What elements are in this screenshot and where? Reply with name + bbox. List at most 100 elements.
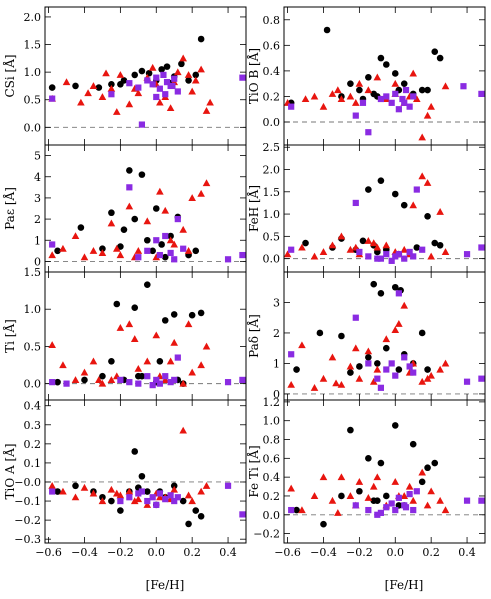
data-point-triangle	[89, 357, 98, 365]
data-point-circle	[197, 35, 205, 43]
data-point-square	[478, 497, 485, 504]
data-point-circle	[170, 482, 178, 490]
data-point-circle	[126, 167, 133, 174]
data-point-square	[144, 247, 151, 254]
data-point-circle	[418, 86, 426, 94]
data-point-triangle	[152, 253, 161, 261]
data-point-triangle	[391, 326, 400, 333]
data-point-circle	[391, 190, 399, 198]
data-point-circle	[391, 283, 399, 291]
data-point-triangle	[148, 63, 157, 71]
x-tick-label: 0.4	[458, 546, 476, 559]
data-point-square	[395, 494, 402, 501]
y-tick-label: 1.0	[263, 415, 281, 428]
y-tick-label: 0.0	[263, 116, 281, 129]
data-point-square	[463, 251, 471, 258]
data-point-circle	[359, 237, 367, 245]
data-point-square	[377, 384, 385, 391]
data-point-circle	[424, 366, 431, 373]
data-point-triangle	[112, 244, 121, 252]
data-point-triangle	[166, 236, 175, 244]
data-point-triangle	[98, 379, 107, 387]
data-point-circle	[293, 366, 300, 373]
data-point-square	[392, 90, 399, 97]
data-point-triangle	[436, 365, 444, 373]
data-point-triangle	[337, 232, 346, 240]
data-point-square	[156, 380, 163, 387]
data-point-triangle	[355, 478, 364, 485]
data-point-circle	[436, 241, 444, 249]
data-point-triangle	[166, 104, 175, 112]
data-point-triangle	[287, 380, 295, 388]
data-point-square	[478, 90, 485, 97]
data-point-triangle	[59, 487, 67, 495]
data-point-triangle	[152, 331, 161, 339]
data-point-triangle	[400, 301, 409, 309]
data-point-square	[149, 494, 156, 501]
data-point-triangle	[156, 98, 164, 106]
data-point-triangle	[98, 497, 107, 505]
data-point-square	[388, 500, 395, 507]
data-point-triangle	[283, 250, 292, 258]
y-tick-label: 1.0	[263, 208, 281, 221]
data-point-circle	[382, 344, 390, 352]
data-point-triangle	[441, 359, 450, 367]
data-point-triangle	[351, 344, 360, 352]
data-point-triangle	[337, 473, 346, 481]
y-tick-label: 4	[34, 171, 41, 184]
data-point-square	[395, 290, 402, 297]
data-point-triangle	[418, 468, 426, 476]
data-point-triangle	[400, 245, 409, 253]
data-point-triangle	[441, 506, 450, 514]
data-point-circle	[54, 488, 61, 495]
data-point-triangle	[373, 365, 382, 373]
data-point-square	[149, 81, 156, 88]
data-point-circle	[374, 360, 381, 367]
data-point-square	[49, 488, 56, 495]
data-point-triangle	[188, 497, 196, 505]
data-point-square	[174, 215, 181, 223]
data-point-triangle	[48, 482, 56, 489]
data-point-square	[180, 245, 187, 252]
data-point-square	[406, 363, 413, 370]
data-point-circle	[391, 70, 399, 77]
data-point-triangle	[134, 364, 143, 372]
data-point-circle	[382, 61, 390, 68]
data-point-triangle	[130, 497, 139, 505]
data-point-square	[377, 509, 385, 516]
data-point-square	[374, 255, 381, 262]
y-tick-label: 1.5	[263, 186, 281, 199]
data-point-circle	[400, 201, 408, 209]
data-point-triangle	[48, 251, 56, 259]
data-point-circle	[179, 497, 187, 505]
data-point-circle	[302, 239, 309, 247]
data-point-triangle	[77, 98, 85, 106]
data-point-square	[49, 379, 56, 386]
data-point-triangle	[170, 338, 179, 346]
y-tick-label: 1.0	[24, 66, 42, 79]
data-point-circle	[161, 317, 169, 324]
data-point-circle	[143, 236, 151, 244]
data-point-circle	[156, 358, 164, 365]
data-point-triangle	[112, 108, 121, 115]
data-point-square	[49, 95, 56, 102]
panel-frame	[283, 399, 486, 544]
y-tick-label: 1	[34, 234, 41, 247]
data-point-triangle	[436, 496, 444, 504]
data-point-square	[359, 99, 367, 106]
data-point-square	[162, 496, 169, 503]
data-point-triangle	[102, 69, 110, 77]
data-point-square	[169, 82, 176, 90]
data-point-square	[388, 257, 395, 264]
data-point-triangle	[332, 379, 340, 387]
data-point-circle	[120, 226, 128, 233]
data-point-square	[419, 246, 426, 253]
data-point-triangle	[59, 244, 67, 252]
data-point-triangle	[364, 237, 373, 244]
data-point-square	[383, 93, 390, 100]
data-point-circle	[138, 472, 146, 480]
data-point-triangle	[107, 485, 116, 493]
data-point-square	[167, 492, 174, 499]
data-point-circle	[185, 77, 192, 84]
data-point-square	[162, 232, 169, 240]
